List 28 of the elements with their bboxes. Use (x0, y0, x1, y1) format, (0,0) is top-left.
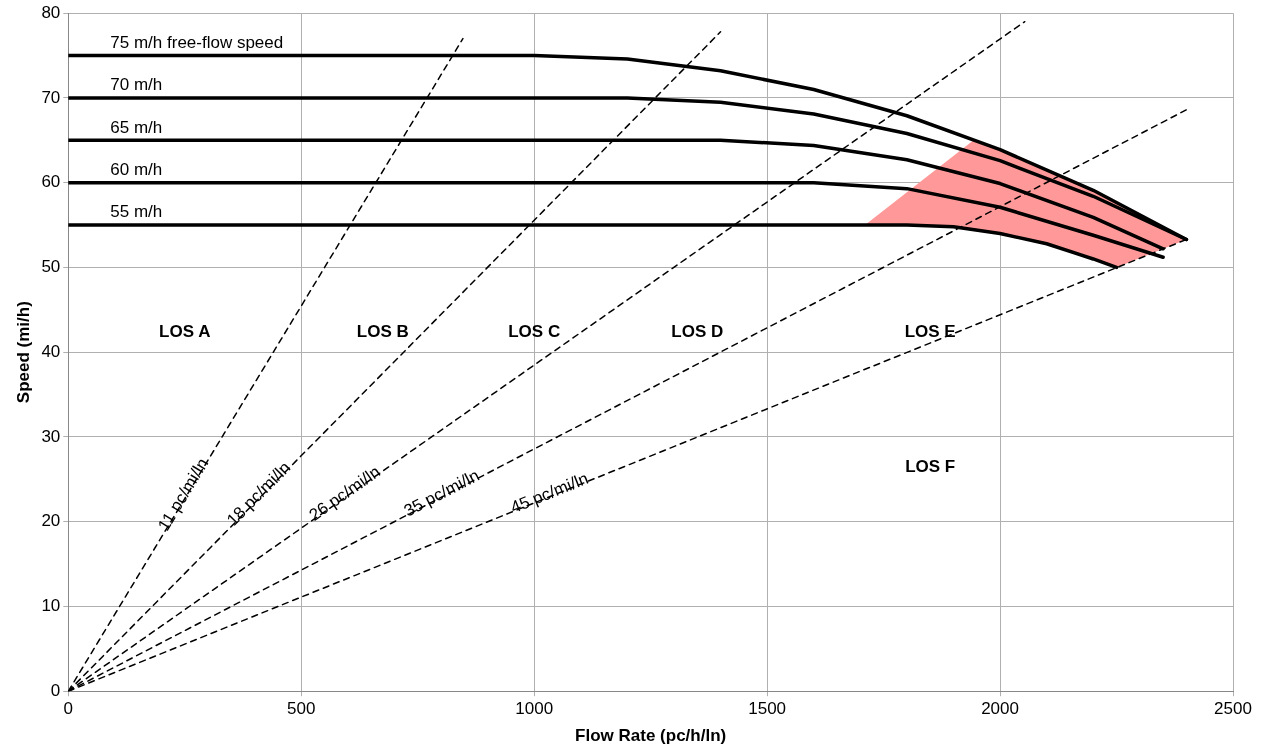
series-label: 60 m/h (110, 159, 163, 179)
y-axis-title: Speed (mi/h) (13, 301, 33, 404)
y-tick-label: 20 (41, 511, 61, 531)
series-label: 65 m/h (110, 117, 163, 137)
x-tick-label: 500 (287, 699, 316, 719)
y-tick-label: 50 (41, 257, 61, 277)
annotation: LOS E (904, 321, 956, 341)
y-tick-label: 80 (41, 2, 61, 22)
y-tick-label: 30 (41, 426, 61, 446)
series-label: 75 m/h free-flow speed (110, 32, 284, 52)
series-label: 55 m/h (110, 202, 163, 222)
series-label: 70 m/h (110, 75, 163, 95)
y-tick-label: 70 (41, 87, 61, 107)
annotation: LOS F (905, 457, 956, 477)
y-tick-label: 60 (41, 172, 61, 192)
y-tick-label: 0 (50, 680, 61, 700)
x-tick-label: 0 (63, 699, 74, 719)
x-tick-label: 1500 (748, 699, 787, 719)
x-tick-label: 1000 (515, 699, 554, 719)
x-tick-label: 2000 (981, 699, 1019, 719)
annotation: LOS A (159, 321, 211, 341)
y-tick-label: 40 (41, 341, 61, 361)
y-tick-label: 10 (41, 596, 61, 616)
annotation: LOS D (671, 321, 724, 341)
x-tick-label: 2500 (1214, 699, 1252, 719)
annotation: LOS C (508, 321, 561, 341)
annotation: LOS B (356, 321, 409, 341)
x-axis-title: Flow Rate (pc/h/ln) (575, 726, 727, 746)
